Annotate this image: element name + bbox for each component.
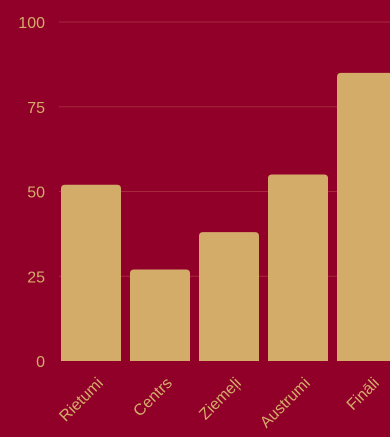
y-tick-label: 100	[18, 15, 45, 32]
x-tick-label: Fināli	[344, 375, 383, 414]
bars	[61, 72, 390, 361]
y-tick-label: 0	[36, 354, 45, 371]
y-tick-label: 75	[27, 100, 45, 117]
bar-centrs	[130, 269, 190, 361]
bar-rietumi	[61, 184, 121, 361]
x-tick-label: Austrumi	[257, 375, 314, 432]
y-tick-label: 50	[27, 185, 45, 202]
y-tick-label: 25	[27, 269, 45, 286]
x-tick-label: Rietumi	[56, 375, 106, 425]
bar-austrumi	[268, 174, 328, 361]
x-tick-label: Centrs	[130, 375, 175, 420]
x-tick-label: Ziemeļi	[196, 375, 244, 423]
x-axis-ticks: Rietumi Centrs Ziemeļi Austrumi Fināli	[56, 375, 382, 432]
bar-ziemeļi	[199, 232, 259, 361]
bar-fināli	[337, 72, 390, 361]
y-axis-ticks: 0 25 50 75 100	[18, 15, 45, 371]
